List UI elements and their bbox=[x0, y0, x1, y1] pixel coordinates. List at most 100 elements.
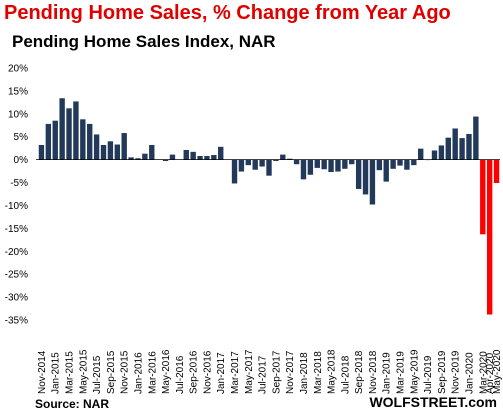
x-tick-label: Jan-2017 bbox=[216, 352, 227, 394]
x-tick-label: Apr-2020 bbox=[485, 352, 496, 394]
bar-Mar-2019 bbox=[397, 159, 403, 166]
bar-Jan-2020 bbox=[466, 133, 472, 160]
bar-Jul-2015 bbox=[93, 134, 100, 160]
bar-May-2016 bbox=[162, 159, 169, 162]
bar-Feb-2018 bbox=[307, 159, 314, 175]
y-tick-label: 5% bbox=[14, 132, 29, 143]
bar-May-2019 bbox=[411, 159, 417, 166]
bar-Feb-2019 bbox=[390, 159, 396, 169]
bar-Apr-2015 bbox=[73, 101, 79, 160]
x-tick-label: Jan-2019 bbox=[382, 352, 393, 394]
x-tick-label: Mar-2017 bbox=[230, 351, 241, 394]
x-tick-label: Nov-2015 bbox=[120, 350, 131, 394]
bar-Nov-2019 bbox=[452, 128, 458, 160]
bar-Jun-2017 bbox=[252, 159, 258, 170]
x-tick-label: Sep-2018 bbox=[354, 350, 365, 394]
bar-Oct-2017 bbox=[280, 154, 286, 160]
bar-Jan-2018 bbox=[300, 159, 307, 180]
x-tick-label: Sep-2016 bbox=[189, 350, 200, 394]
bar-May-2015 bbox=[80, 119, 86, 160]
bar-Sep-2018 bbox=[355, 159, 362, 189]
x-tick-label: Nov-2017 bbox=[285, 350, 296, 394]
chart-title: Pending Home Sales, % Change from Year A… bbox=[4, 2, 451, 24]
bar-Mar-2018 bbox=[314, 159, 320, 168]
bar-Dec-2019 bbox=[459, 138, 465, 160]
x-tick-label: Sep-2017 bbox=[271, 350, 282, 394]
bar-Sep-2015 bbox=[107, 141, 114, 160]
bar-Aug-2017 bbox=[266, 159, 272, 176]
bar-Dec-2016 bbox=[211, 155, 217, 160]
x-tick-label: Mar-2016 bbox=[147, 351, 158, 394]
x-tick-label: Sep-2015 bbox=[106, 350, 117, 394]
bar-Nov-2017 bbox=[287, 158, 293, 160]
x-axis-labels: Nov-2014 Jan-2015 Mar-2015 May-2015 Jul-2015… bbox=[37, 349, 503, 394]
bar-Mar-2020 bbox=[480, 159, 486, 235]
x-tick-label: Jul-2015 bbox=[92, 355, 103, 394]
x-tick-label: Mar-2020 bbox=[478, 351, 489, 394]
bar-Jun-2018 bbox=[335, 159, 341, 172]
y-axis-labels: 20% 15% 10% 5% 0% -5% -10% -15% -20% -25% -30% -35% bbox=[5, 64, 28, 327]
bar-Oct-2015 bbox=[114, 144, 120, 160]
y-tick-label: -25% bbox=[5, 270, 28, 281]
x-tick-label: Jan-2016 bbox=[133, 352, 144, 394]
x-tick-label: Jan-2018 bbox=[299, 352, 310, 394]
x-tick-label: Jan-2020 bbox=[464, 352, 475, 394]
bar-Feb-2015 bbox=[59, 98, 65, 160]
x-tick-label: May-2015 bbox=[78, 349, 89, 394]
bar-May-2017 bbox=[245, 159, 251, 166]
bar-Jan-2019 bbox=[383, 159, 389, 182]
bar-Nov-2015 bbox=[121, 133, 127, 160]
y-tick-label: -20% bbox=[5, 247, 28, 258]
x-tick-label: Nov-2019 bbox=[451, 350, 462, 394]
brand-label: WOLFSTREET.com bbox=[369, 394, 497, 410]
x-tick-label: May-2016 bbox=[161, 349, 172, 394]
chart-subtitle: Pending Home Sales Index, NAR bbox=[12, 32, 276, 51]
bar-Feb-2016 bbox=[142, 153, 148, 160]
bar-Jan-2017 bbox=[218, 146, 224, 160]
bar-Apr-2020 bbox=[486, 159, 493, 315]
bar-Jul-2017 bbox=[259, 159, 265, 167]
bar-Dec-2014 bbox=[45, 123, 52, 160]
bar-Oct-2018 bbox=[362, 159, 369, 195]
x-tick-label: May-2017 bbox=[244, 349, 255, 394]
bar-May-2020 bbox=[493, 159, 500, 184]
bar-Nov-2016 bbox=[204, 155, 210, 160]
bar-Apr-2019 bbox=[404, 159, 410, 170]
x-tick-label: May-2019 bbox=[409, 349, 420, 394]
bar-Oct-2016 bbox=[197, 155, 203, 160]
bar-Jan-2016 bbox=[135, 158, 141, 160]
source-note: Source: NAR bbox=[35, 397, 110, 411]
bar-Mar-2017 bbox=[231, 159, 238, 184]
x-tick-label: Jul-2016 bbox=[175, 355, 186, 394]
bar-Dec-2018 bbox=[376, 159, 383, 171]
x-tick-label: Nov-2018 bbox=[368, 350, 379, 394]
bar-Jun-2019 bbox=[418, 148, 424, 160]
y-tick-label: 15% bbox=[8, 86, 28, 97]
bar-May-2018 bbox=[328, 159, 334, 173]
y-tick-label: -10% bbox=[5, 201, 28, 212]
bar-Mar-2015 bbox=[66, 108, 72, 160]
bar-Oct-2019 bbox=[445, 137, 451, 160]
x-tick-label: Jul-2019 bbox=[423, 355, 434, 394]
bar-Nov-2018 bbox=[369, 159, 376, 205]
bar-Apr-2017 bbox=[238, 159, 245, 172]
y-tick-label: 0% bbox=[14, 155, 29, 166]
y-tick-label: -5% bbox=[10, 178, 28, 189]
y-tick-label: 20% bbox=[8, 64, 28, 75]
bar-Dec-2015 bbox=[128, 157, 134, 160]
bar-Jul-2018 bbox=[342, 159, 348, 169]
bars bbox=[38, 98, 500, 315]
x-tick-label: Mar-2015 bbox=[65, 351, 76, 394]
y-tick-label: -35% bbox=[5, 316, 28, 327]
x-tick-label: May-2020 bbox=[492, 349, 503, 394]
bar-Jan-2015 bbox=[52, 120, 58, 160]
x-tick-label: Sep-2019 bbox=[437, 350, 448, 394]
y-tick-label: -30% bbox=[5, 293, 28, 304]
bar-Nov-2014 bbox=[38, 144, 45, 160]
bar-Dec-2017 bbox=[293, 159, 300, 165]
bar-Aug-2016 bbox=[183, 150, 189, 160]
x-tick-label: May-2018 bbox=[327, 349, 338, 394]
x-tick-label: Jan-2015 bbox=[51, 352, 62, 394]
y-tick-label: -15% bbox=[5, 224, 28, 235]
